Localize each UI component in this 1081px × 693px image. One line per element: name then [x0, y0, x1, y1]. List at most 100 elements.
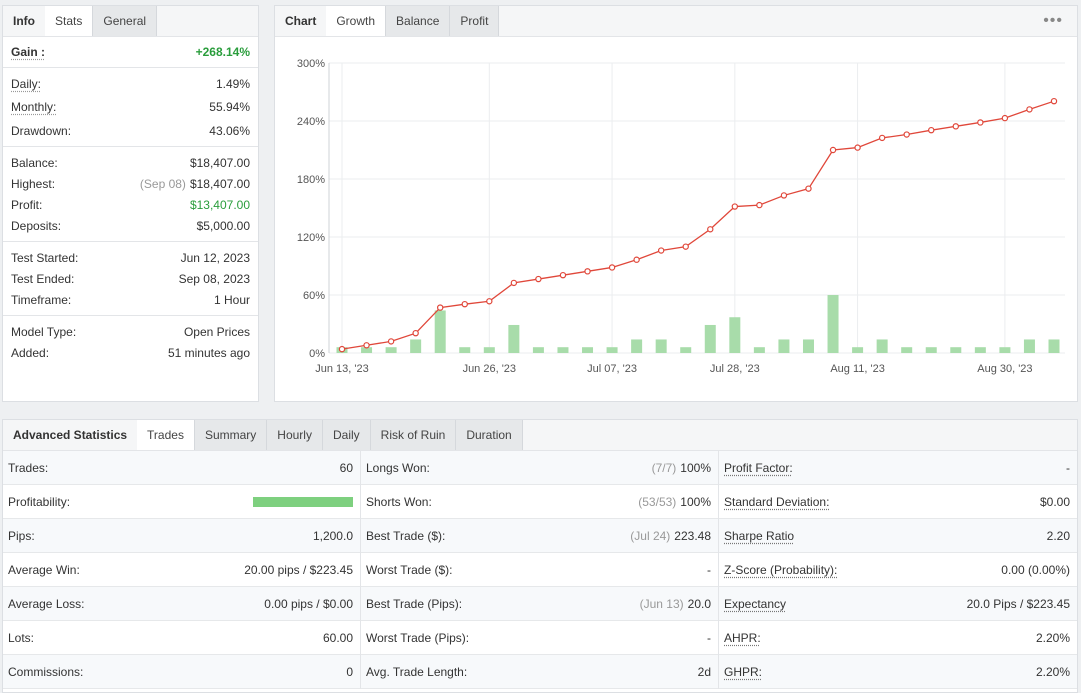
stat-value: 20.00 pips / $223.45	[244, 562, 353, 577]
growth-point	[608, 264, 616, 271]
stat-row-profit-factor: Profit Factor: -	[719, 451, 1077, 485]
deposits-value: $5,000.00	[196, 218, 250, 233]
x-tick-label: Jul 28, '23	[710, 363, 760, 375]
growth-point	[486, 298, 493, 305]
bar	[361, 347, 373, 353]
growth-point	[878, 134, 886, 142]
stat-label: Average Loss:	[8, 596, 85, 611]
stat-row-trades: Trades: 60	[3, 451, 360, 485]
more-dots-icon[interactable]: •••	[1043, 12, 1063, 29]
growth-point	[952, 123, 959, 130]
stat-value: 0.00 pips / $0.00	[264, 596, 353, 611]
added-value: 51 minutes ago	[167, 345, 250, 360]
tab-summary[interactable]: Summary	[194, 420, 268, 450]
tab-hourly[interactable]: Hourly	[267, 420, 323, 450]
test-ended-label: Test Ended:	[11, 271, 75, 286]
stat-row-z-score: Z-Score (Probability): 0.00 (0.00%)	[719, 553, 1077, 587]
stat-label: Lots:	[8, 630, 35, 645]
stat-row-shorts-won: Shorts Won: (53/53) 100%	[361, 485, 718, 519]
bar	[385, 347, 397, 353]
growth-point	[977, 119, 984, 126]
growth-point	[682, 243, 689, 250]
monthly-label[interactable]: Monthly:	[11, 100, 57, 114]
tab-risk-of-ruin[interactable]: Risk of Ruin	[370, 420, 457, 450]
model-type-value: Open Prices	[183, 324, 250, 339]
test-ended-row: Test Ended: Sep 08, 2023	[11, 268, 250, 289]
growth-point	[1026, 106, 1033, 113]
bar	[925, 347, 937, 353]
bar	[557, 347, 569, 353]
chart-panel: Chart Growth Balance Profit ••• 0% 60% 120…	[274, 5, 1078, 402]
tab-general[interactable]: General	[93, 6, 158, 36]
stat-label: Profitability:	[8, 494, 71, 509]
stats-column-2: Longs Won: (7/7) 100% Shorts Won: (53/53) 10…	[361, 451, 719, 689]
stat-value: 100%	[680, 460, 711, 475]
tab-trades[interactable]: Trades	[137, 420, 195, 450]
growth-point	[1050, 97, 1058, 105]
growth-point	[829, 146, 837, 154]
bar	[901, 347, 913, 353]
x-tick-label: Jun 13, '23	[315, 363, 368, 375]
tab-duration[interactable]: Duration	[456, 420, 523, 450]
bar	[631, 339, 643, 353]
stat-detail: (7/7)	[651, 460, 677, 475]
stat-label[interactable]: Z-Score (Probability):	[724, 562, 838, 577]
x-tick-label: Jul 07, '23	[587, 363, 637, 375]
stat-label[interactable]: Standard Deviation:	[724, 494, 830, 509]
stats-column-1: Trades: 60 Profitability: Pips: 1,200.0 Av…	[3, 451, 361, 689]
bar	[753, 347, 765, 353]
highest-value: $18,407.00	[189, 176, 250, 191]
balance-value: $18,407.00	[189, 155, 250, 170]
growth-line	[341, 100, 1055, 350]
growth-point	[437, 304, 444, 311]
stat-label: Commissions:	[8, 664, 84, 679]
growth-point	[854, 144, 861, 151]
x-tick-label: Aug 30, '23	[977, 363, 1032, 375]
tab-info[interactable]: Info	[13, 14, 35, 28]
tab-chart: Chart	[285, 14, 317, 28]
bar	[827, 295, 839, 353]
bar	[950, 347, 962, 353]
stat-label[interactable]: AHPR:	[724, 630, 761, 645]
y-tick-label: 180%	[297, 174, 325, 186]
growth-point	[707, 226, 714, 233]
stat-label[interactable]: Profit Factor:	[724, 460, 793, 475]
growth-point	[363, 342, 370, 349]
growth-point	[387, 338, 395, 345]
tab-stats[interactable]: Stats	[45, 6, 94, 36]
bar	[410, 339, 422, 353]
stat-label: Best Trade ($):	[366, 528, 446, 543]
gain-label[interactable]: Gain :	[11, 44, 46, 59]
tab-daily[interactable]: Daily	[322, 420, 371, 450]
growth-point	[510, 279, 518, 287]
growth-point	[1001, 114, 1009, 122]
growth-point	[584, 268, 591, 275]
stat-label[interactable]: Expectancy	[724, 596, 787, 611]
tab-growth[interactable]: Growth	[326, 6, 387, 36]
bar	[582, 347, 594, 353]
drawdown-value: 43.06%	[209, 123, 250, 138]
stat-row-worst-trade-pips: Worst Trade (Pips): -	[361, 621, 718, 655]
test-started-value: Jun 12, 2023	[180, 250, 250, 265]
y-tick-label: 60%	[303, 290, 325, 302]
tab-balance[interactable]: Balance	[386, 6, 451, 36]
stat-label[interactable]: GHPR:	[724, 664, 763, 679]
stat-row-longs-won: Longs Won: (7/7) 100%	[361, 451, 718, 485]
profit-label: Profit:	[11, 197, 43, 212]
stat-row-lots: Lots: 60.00	[3, 621, 360, 655]
tab-profit[interactable]: Profit	[450, 6, 500, 36]
growth-point	[780, 192, 788, 199]
daily-label[interactable]: Daily:	[11, 76, 42, 91]
stat-row-ahpr: AHPR: 2.20%	[719, 621, 1077, 655]
deposits-row: Deposits: $5,000.00	[11, 215, 250, 236]
growth-point	[535, 275, 542, 283]
gain-value: +268.14%	[195, 44, 250, 59]
stat-label[interactable]: Sharpe Ratio	[724, 528, 795, 543]
bar	[434, 310, 446, 353]
added-label: Added:	[11, 345, 50, 360]
timeframe-row: Timeframe: 1 Hour	[11, 289, 250, 310]
stat-value: $0.00	[1039, 494, 1070, 509]
gain-row: Gain : +268.14%	[11, 41, 250, 62]
stat-row-average-win: Average Win: 20.00 pips / $223.45	[3, 553, 360, 587]
chart-tabbar: Chart Growth Balance Profit	[275, 6, 1077, 37]
